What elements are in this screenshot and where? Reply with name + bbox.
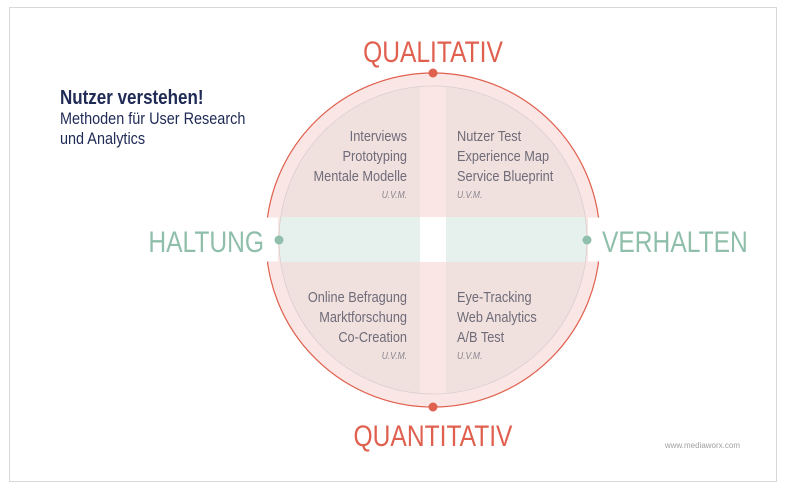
more-label: U.V.M. bbox=[382, 189, 407, 200]
more-label: U.V.M. bbox=[382, 350, 407, 361]
left-dot bbox=[274, 235, 284, 245]
subtitle-line-2: und Analytics bbox=[60, 130, 145, 148]
right-dot bbox=[582, 235, 592, 245]
center-square bbox=[420, 217, 446, 262]
list-item: Mentale Modelle bbox=[314, 167, 408, 184]
title: Nutzer verstehen! bbox=[60, 86, 203, 109]
list-item: Online Befragung bbox=[308, 288, 407, 305]
quadrant-top-left-list: Interviews Prototyping Mentale Modelle U… bbox=[314, 127, 408, 200]
axis-label-bottom: QUANTITATIV bbox=[354, 419, 514, 453]
subtitle-line-1: Methoden für User Research bbox=[60, 110, 245, 128]
top-dot bbox=[428, 68, 438, 78]
list-item: Service Blueprint bbox=[457, 167, 553, 184]
list-item: Interviews bbox=[350, 127, 407, 144]
bottom-dot bbox=[428, 402, 438, 412]
list-item: Prototyping bbox=[343, 147, 407, 164]
more-label: U.V.M. bbox=[457, 350, 482, 361]
axis-label-right: VERHALTEN bbox=[602, 225, 748, 259]
quadrant-top-right-list: Nutzer Test Experience Map Service Bluep… bbox=[457, 127, 553, 200]
more-label: U.V.M. bbox=[457, 189, 482, 200]
list-item: Web Analytics bbox=[457, 308, 537, 325]
list-item: A/B Test bbox=[457, 328, 504, 345]
footer-url: www.mediaworx.com bbox=[664, 441, 740, 450]
quadrant-bottom-left-list: Online Befragung Marktforschung Co-Creat… bbox=[308, 288, 407, 361]
list-item: Nutzer Test bbox=[457, 127, 521, 144]
list-item: Marktforschung bbox=[319, 308, 407, 325]
quadrant-bottom-right-list: Eye-Tracking Web Analytics A/B Test U.V.… bbox=[457, 288, 537, 361]
slide-frame bbox=[9, 7, 777, 482]
list-item: Experience Map bbox=[457, 147, 549, 164]
list-item: Eye-Tracking bbox=[457, 288, 532, 305]
axis-label-left: HALTUNG bbox=[148, 225, 264, 259]
axis-label-top: QUALITATIV bbox=[363, 35, 503, 69]
list-item: Co-Creation bbox=[338, 328, 407, 345]
